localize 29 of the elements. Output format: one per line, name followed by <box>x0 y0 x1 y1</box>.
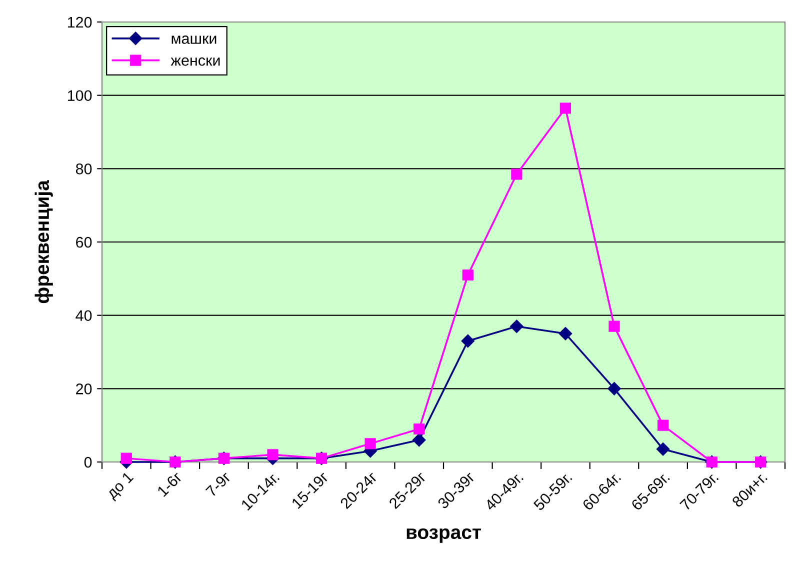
y-axis-title: фреквенција <box>34 180 53 304</box>
point <box>656 442 670 456</box>
x-tick-label: 1-6г <box>156 470 183 497</box>
point <box>608 320 620 332</box>
point <box>510 320 524 333</box>
point <box>558 327 572 340</box>
point <box>267 449 278 460</box>
y-tick-label: 40 <box>76 310 92 322</box>
point <box>511 168 522 180</box>
legend-label: машки <box>172 36 216 44</box>
y-tick-label: 120 <box>68 16 92 28</box>
x-tick-label: до 1 <box>106 471 136 502</box>
y-tick-label: 20 <box>76 384 92 394</box>
point <box>657 420 669 431</box>
point <box>560 102 572 114</box>
x-tick-label: 7-9г <box>205 470 232 498</box>
y-tick-label: 0 <box>84 456 92 468</box>
point <box>412 433 426 447</box>
legend-label: женски <box>170 57 220 66</box>
y-tick-label: 100 <box>68 90 92 102</box>
point <box>414 423 425 435</box>
point <box>461 334 474 348</box>
point <box>462 269 474 281</box>
y-tick-label: 60 <box>76 236 92 248</box>
point <box>608 382 621 396</box>
x-axis-title: возраст <box>406 528 481 543</box>
point <box>364 438 376 450</box>
y-tick-label: 80 <box>76 164 92 174</box>
point <box>120 452 132 464</box>
